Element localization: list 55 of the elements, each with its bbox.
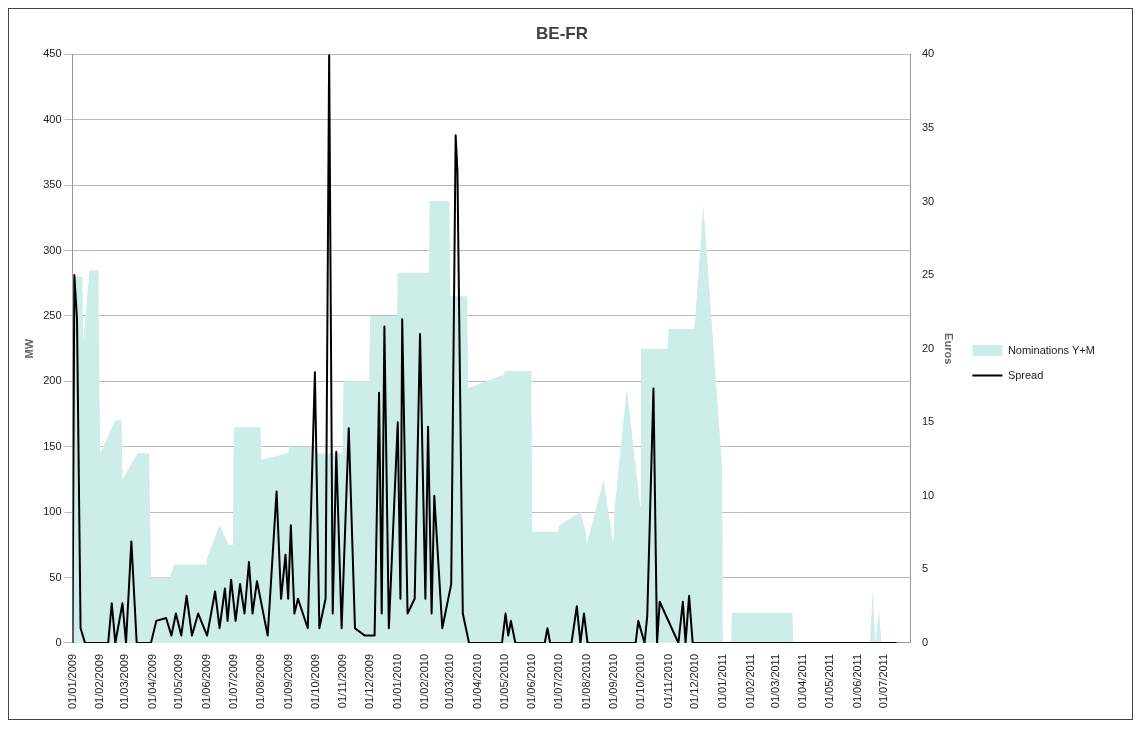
x-tick-label: 01/08/2010	[579, 653, 592, 710]
x-tick-label: 01/03/2010	[443, 653, 456, 710]
x-tick-label: 01/09/2009	[282, 653, 295, 710]
x-tick-label: 01/04/2011	[796, 653, 809, 709]
y-tick-label: 400	[43, 112, 62, 125]
y-tick-label: 350	[43, 178, 62, 191]
y2-tick-label: 35	[921, 121, 935, 133]
y-axis-title: MW	[22, 338, 35, 359]
x-tick-label: 01/06/2011	[850, 653, 863, 709]
y2-tick-label: 5	[921, 562, 929, 575]
x-tick-label: 01/07/2011	[877, 653, 890, 709]
x-tick-label: 01/10/2009	[308, 653, 321, 710]
x-tick-label: 01/02/2009	[93, 653, 106, 710]
x-tick-label: 01/05/2010	[497, 653, 510, 710]
x-tick-label: 01/01/2011	[715, 653, 728, 709]
y-tick-label: 100	[43, 505, 62, 518]
x-tick-label: 01/11/2009	[336, 653, 349, 709]
y-tick-label: 300	[43, 243, 62, 256]
y2-tick-label: 10	[921, 488, 935, 501]
x-tick-label: 01/12/2009	[363, 653, 376, 710]
x-tick-label: 01/02/2011	[743, 653, 756, 709]
legend-label: Nominations Y+M	[1007, 343, 1095, 356]
y2-tick-label: 30	[921, 194, 935, 207]
y-tick-label: 250	[43, 309, 62, 322]
y2-tick-label: 25	[921, 268, 935, 281]
y2-tick-label: 0	[921, 635, 929, 648]
y2-tick-label: 15	[921, 415, 935, 428]
x-tick-label: 01/07/2009	[226, 653, 239, 710]
x-tick-label: 01/03/2009	[118, 653, 131, 710]
y-tick-label: 50	[49, 570, 62, 583]
y2-axis-title: Euros	[942, 333, 955, 365]
x-tick-label: 01/09/2010	[607, 653, 620, 710]
x-tick-label: 01/01/2010	[390, 653, 403, 710]
x-tick-label: 01/04/2010	[470, 653, 483, 710]
x-tick-label: 01/04/2009	[145, 653, 158, 710]
y2-tick-label: 20	[921, 341, 935, 354]
y-tick-label: 0	[55, 635, 62, 648]
x-tick-label: 01/08/2009	[254, 653, 267, 710]
x-tick-label: 01/03/2011	[768, 653, 781, 709]
legend-label: Spread	[1007, 368, 1044, 381]
x-tick-label: 01/05/2011	[822, 653, 835, 709]
x-tick-label: 01/11/2010	[661, 653, 674, 709]
y-tick-label: 450	[43, 47, 62, 60]
x-tick-label: 01/05/2009	[172, 653, 185, 710]
x-tick-label: 01/07/2010	[552, 653, 565, 710]
y-tick-label: 200	[43, 374, 62, 387]
x-tick-label: 01/12/2010	[688, 653, 701, 710]
y2-tick-label: 40	[921, 47, 935, 60]
x-tick-label: 01/01/2009	[65, 653, 78, 710]
x-tick-label: 01/02/2010	[418, 653, 431, 710]
chart-title: BE-FR	[536, 23, 588, 43]
y-tick-label: 150	[43, 439, 62, 452]
x-tick-label: 01/06/2009	[200, 653, 213, 710]
x-tick-label: 01/06/2010	[525, 653, 538, 710]
x-tick-label: 01/10/2010	[634, 653, 647, 710]
